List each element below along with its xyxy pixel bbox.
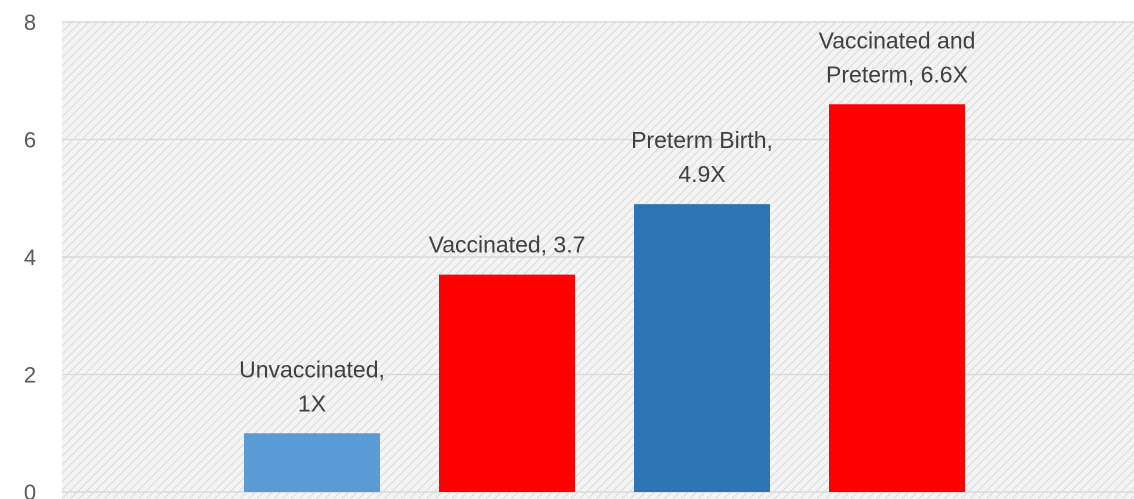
y-axis-ticks: 0 2 4 6 8 [24,10,36,499]
data-label-0-line-1: 1X [298,390,326,416]
y-tick-label-8: 8 [24,10,36,35]
y-tick-label-4: 4 [24,245,36,270]
y-tick-label-0: 0 [24,480,36,499]
bar-preterm-birth [634,204,770,492]
plot-area-background [62,22,1134,499]
data-label-2-line-0: Preterm Birth, [631,127,773,153]
bars [244,104,965,492]
data-label-3-line-1: Preterm, 6.6X [826,61,968,87]
data-label-1-line-0: Vaccinated, 3.7 [429,232,586,258]
y-tick-label-2: 2 [24,363,36,388]
bar-unvaccinated [244,433,380,492]
data-label-3-line-0: Vaccinated and [819,27,976,53]
data-label-0-line-0: Unvaccinated, [239,356,385,382]
bar-vaccinated-and-preterm [829,104,965,492]
y-tick-label-6: 6 [24,128,36,153]
bar-vaccinated [439,274,575,492]
data-labels: Unvaccinated, 1X Vaccinated, 3.7 Preterm Bi… [239,27,975,416]
data-label-2-line-1: 4.9X [678,161,725,187]
